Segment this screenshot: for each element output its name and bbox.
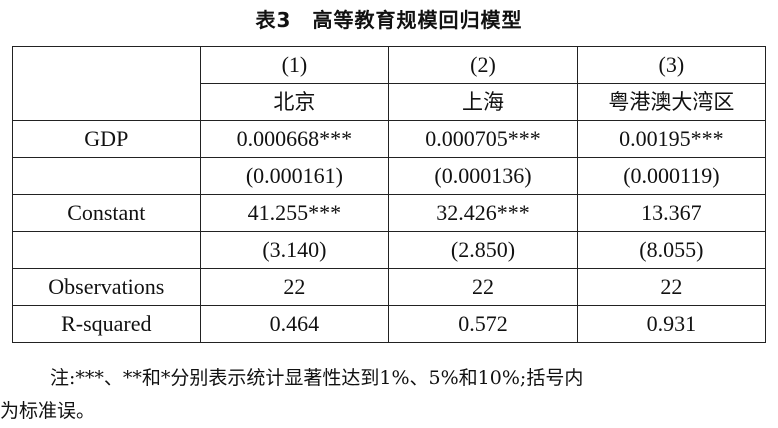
- col-region: 上海: [388, 83, 578, 121]
- col-region: 北京: [199, 83, 390, 121]
- table-cell: 0.572: [388, 305, 578, 343]
- table-cell: 22: [199, 268, 390, 306]
- table-cell: (2.850): [388, 231, 578, 269]
- table-cell: (8.055): [576, 231, 767, 269]
- table-cell: 0.931: [576, 305, 767, 343]
- row-label: [12, 157, 201, 195]
- table-cell: 32.426***: [388, 194, 578, 232]
- table-cell: 0.00195***: [576, 120, 767, 158]
- row-label: R-squared: [12, 305, 201, 343]
- table-title: 表3 高等教育规模回归模型: [255, 8, 523, 32]
- table-cell: 0.000668***: [199, 120, 390, 158]
- table-cell: 0.000705***: [388, 120, 578, 158]
- table-row: (0.000161) (0.000136) (0.000119): [12, 157, 767, 195]
- table-cell: 0.464: [199, 305, 390, 343]
- col-number: (1): [199, 46, 390, 84]
- note-line-2: 为标准误。: [0, 400, 96, 422]
- row-label: [12, 231, 201, 269]
- table-row: Observations 22 22 22: [12, 268, 767, 306]
- table-cell: 41.255***: [199, 194, 390, 232]
- regression-table: (1) (2) (3) 北京 上海 粤港澳大湾区 GDP 0.000668*** 0…: [12, 46, 767, 343]
- corner-cell: [12, 46, 201, 121]
- table-row: GDP 0.000668*** 0.000705*** 0.00195***: [12, 120, 767, 158]
- row-label: GDP: [12, 120, 201, 158]
- header-row-regions: 北京 上海 粤港澳大湾区: [13, 83, 767, 121]
- row-label: Constant: [12, 194, 201, 232]
- table-cell: 22: [576, 268, 767, 306]
- table-note: 注:***、**和*分别表示统计显著性达到1%、5%和10%;括号内 为标准误。: [0, 362, 778, 428]
- col-number: (2): [388, 46, 578, 84]
- table-cell: (0.000161): [199, 157, 390, 195]
- table-row: (3.140) (2.850) (8.055): [12, 231, 767, 269]
- table-cell: (0.000119): [576, 157, 767, 195]
- table-row: R-squared 0.464 0.572 0.931: [12, 305, 767, 343]
- note-line-1: 注:***、**和*分别表示统计显著性达到1%、5%和10%;括号内: [50, 367, 584, 389]
- table-cell: 13.367: [576, 194, 767, 232]
- row-label: Observations: [12, 268, 201, 306]
- table-cell: (3.140): [199, 231, 390, 269]
- table-cell: (0.000136): [388, 157, 578, 195]
- table-row: Constant 41.255*** 32.426*** 13.367: [12, 194, 767, 232]
- table-cell: 22: [388, 268, 578, 306]
- col-region: 粤港澳大湾区: [576, 83, 767, 121]
- header-row-numbers: (1) (2) (3): [12, 46, 767, 121]
- col-number: (3): [576, 46, 767, 84]
